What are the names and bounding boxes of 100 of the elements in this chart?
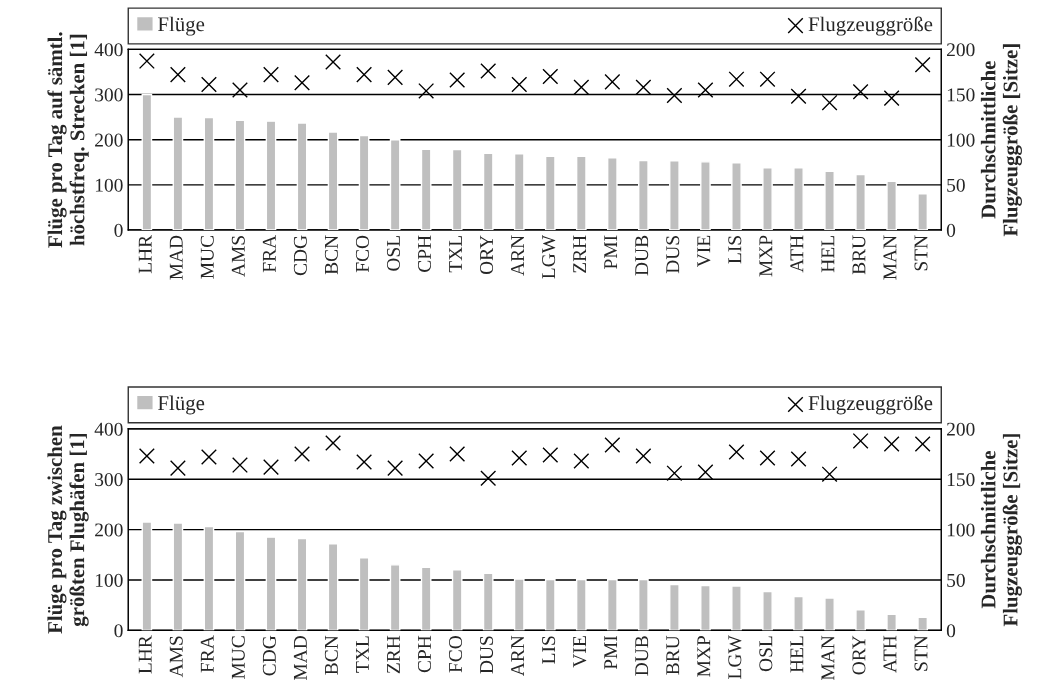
x-tick-label: VIE: [573, 636, 587, 668]
bar: [917, 193, 929, 231]
x-tick-label: CDG: [293, 235, 307, 276]
x-tick-label: FRA: [200, 635, 214, 673]
x-tick-label: LHR: [138, 234, 152, 274]
point: [231, 457, 248, 474]
x-tick-label: ARN: [511, 235, 524, 276]
x-tick-label: OSL: [386, 236, 400, 271]
x-tick-label: DUB: [635, 636, 649, 676]
bar: [451, 569, 463, 631]
bar: [886, 613, 897, 631]
point: [914, 56, 931, 73]
point: [387, 69, 404, 86]
point: [635, 448, 652, 465]
point: [325, 54, 342, 70]
x-tick-label: ZRH: [573, 235, 586, 273]
bar: [141, 521, 153, 631]
bar: [482, 152, 494, 231]
legend-label: Flugzeuggröße: [808, 16, 933, 36]
x-tick-label: STN: [914, 235, 928, 271]
point: [697, 82, 714, 98]
x-tick-label: BCN: [324, 235, 338, 275]
bar: [886, 180, 897, 231]
x-tick-label: MAD: [293, 636, 307, 681]
point: [449, 446, 466, 462]
bar: [389, 564, 401, 631]
bar: [513, 578, 525, 631]
x-tick-label: ATH: [790, 235, 804, 273]
bar: [575, 578, 587, 631]
bar: [296, 537, 308, 631]
point: [387, 460, 404, 477]
point: [542, 68, 559, 85]
bar: [172, 522, 184, 631]
x-tick-label: CPH: [417, 235, 432, 272]
point: [231, 82, 248, 98]
point: [294, 74, 311, 91]
point: [790, 451, 807, 468]
x-tick-label: LIS: [542, 636, 556, 664]
x-tick-label: FRA: [262, 235, 276, 273]
point: [294, 446, 311, 462]
bar: [358, 134, 370, 231]
point: [418, 82, 435, 99]
x-tick-label: HEL: [790, 636, 804, 673]
y-tick-label: 400: [94, 422, 123, 436]
y2-tick-label: 0: [946, 624, 956, 638]
point: [325, 434, 342, 451]
point: [728, 444, 745, 460]
point: [356, 66, 373, 83]
bar: [141, 93, 153, 231]
y-axis-title: Flüge pro Tag zwischen größten Flughäfen [1]: [47, 425, 89, 634]
point: [852, 432, 869, 449]
point: [169, 66, 186, 83]
x-tick-label: STN: [914, 635, 928, 671]
bar: [855, 609, 866, 631]
y-tick-label: 200: [95, 523, 123, 537]
point: [635, 79, 652, 96]
legend-label: Flüge: [158, 16, 205, 36]
bar: [451, 148, 463, 231]
bar: [389, 139, 401, 231]
x-tick-label: MUC: [231, 636, 245, 679]
point: [169, 460, 186, 477]
x-tick-label: MUC: [200, 235, 214, 279]
x-tick-label: TXL: [356, 636, 369, 673]
x-tick-label: OSL: [759, 636, 773, 672]
bar: [203, 116, 215, 231]
point: [511, 450, 528, 467]
x-tick-label: ORY: [480, 235, 494, 275]
bar: [762, 590, 773, 631]
x-tick-label: MAD: [169, 235, 183, 280]
x-tick-label: HEL: [821, 236, 835, 273]
bar: [296, 122, 308, 231]
y2-tick-label: 200: [946, 422, 975, 436]
y2-axis-title: Durchschnittliche Flugzeuggröße [Sitze]: [980, 44, 1022, 237]
bar: [793, 595, 804, 631]
y2-tick-label: 100: [947, 133, 975, 147]
point: [542, 447, 559, 463]
y-tick-label: 100: [95, 178, 123, 192]
y-tick-label: 0: [114, 624, 123, 638]
point: [821, 466, 838, 483]
bar: [420, 566, 432, 631]
x-tick-label: FCO: [448, 636, 463, 673]
y-tick-label: 0: [114, 223, 123, 237]
y-tick-label: 400: [94, 43, 123, 57]
bar: [638, 159, 649, 231]
x-tick-label: LIS: [728, 236, 742, 264]
bar: [762, 167, 773, 231]
bar: [669, 583, 680, 631]
bar: [544, 578, 556, 631]
bar: [544, 155, 556, 231]
point: [759, 71, 776, 88]
bar: [420, 148, 432, 231]
point: [883, 435, 900, 452]
y2-tick-label: 50: [947, 178, 965, 192]
point: [263, 66, 279, 83]
bar: [482, 572, 494, 631]
bar: [358, 557, 370, 631]
bar: [638, 578, 649, 631]
point: [418, 453, 435, 470]
point: [480, 470, 497, 487]
bar: [669, 160, 680, 231]
